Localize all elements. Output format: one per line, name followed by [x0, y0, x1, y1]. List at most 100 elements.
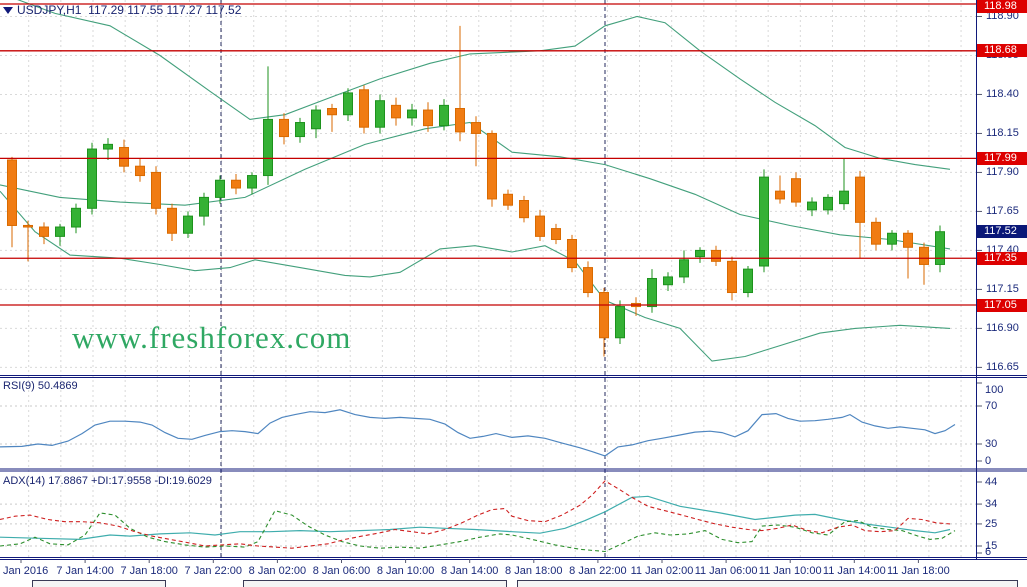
candle-bearish[interactable]: [327, 107, 337, 116]
time-tick-label: 8 Jan 10:00: [376, 565, 435, 577]
candle-bullish[interactable]: [247, 175, 257, 189]
price-tick-label: 117.90: [986, 165, 1019, 178]
minus-di-line: [0, 480, 951, 549]
candle-bullish[interactable]: [839, 190, 849, 205]
chart-ohlc-quotes: 117.29 117.55 117.27 117.52: [88, 3, 242, 17]
candle-bearish[interactable]: [727, 260, 737, 294]
price-tick-label: 116.90: [986, 321, 1019, 334]
rsi-indicator-label: RSI(9) 50.4869: [3, 380, 78, 392]
bottom-tab[interactable]: [32, 580, 166, 587]
candle-bearish[interactable]: [567, 238, 577, 269]
candle-bearish[interactable]: [871, 221, 881, 245]
chart-dropdown-icon: [3, 7, 13, 15]
candle-bearish[interactable]: [903, 232, 913, 248]
candle-bearish[interactable]: [855, 176, 865, 223]
candle-bullish[interactable]: [759, 176, 769, 267]
candle-bearish[interactable]: [487, 132, 497, 200]
bottom-tab[interactable]: [517, 580, 1018, 587]
price-level-tag: 117.05: [977, 298, 1027, 312]
candle-bearish[interactable]: [919, 246, 929, 265]
time-tick-label: 8 Jan 18:00: [505, 565, 563, 577]
candle-bearish[interactable]: [503, 193, 513, 206]
candle-bullish[interactable]: [743, 268, 753, 294]
candle-bearish[interactable]: [551, 228, 561, 240]
time-tick-label: 11 Jan 18:00: [886, 565, 950, 577]
candle-bullish[interactable]: [103, 143, 113, 150]
candle-bearish[interactable]: [423, 109, 433, 127]
candle-bullish[interactable]: [695, 249, 705, 258]
price-tick-label: 118.40: [986, 87, 1019, 100]
candle-bearish[interactable]: [471, 122, 481, 134]
chart-title-bar: USDJPY,H1 117.29 117.55 117.27 117.52: [3, 3, 241, 17]
candle-bullish[interactable]: [663, 276, 673, 286]
candle-bearish[interactable]: [535, 215, 545, 237]
time-tick-label: 8 Jan 02:00: [248, 565, 307, 577]
candle-bullish[interactable]: [823, 196, 833, 211]
candle-bullish[interactable]: [295, 122, 305, 138]
candle-bearish[interactable]: [791, 178, 801, 203]
candle-bullish[interactable]: [199, 196, 209, 217]
candle-bearish[interactable]: [359, 89, 369, 128]
candle-bullish[interactable]: [807, 201, 817, 211]
candle-bearish[interactable]: [455, 107, 465, 133]
adx-tick-label: 44: [985, 476, 998, 488]
candle-bullish[interactable]: [263, 118, 273, 177]
current-price-tag: 117.52: [977, 225, 1027, 239]
plus-di-line: [0, 510, 956, 553]
candle-bullish[interactable]: [87, 148, 97, 209]
candle-bullish[interactable]: [311, 109, 321, 130]
candle-bullish[interactable]: [183, 215, 193, 234]
bottom-tab[interactable]: [243, 580, 507, 587]
price-level-tag: 117.35: [977, 251, 1027, 265]
candle-bearish[interactable]: [599, 292, 609, 339]
time-tick-label: 8 Jan 14:00: [440, 565, 499, 577]
candle-bullish[interactable]: [615, 306, 625, 339]
time-tick-label: 11 Jan 10:00: [758, 565, 822, 577]
price-level-tag: 118.98: [977, 0, 1027, 13]
rsi-tick-label: 30: [985, 438, 998, 450]
candle-bearish[interactable]: [711, 249, 721, 262]
candle-bullish[interactable]: [71, 207, 81, 228]
band-line-middle: [0, 121, 951, 250]
adx-tick-label: 25: [985, 517, 998, 530]
candle-bearish[interactable]: [151, 171, 161, 209]
candle-bullish[interactable]: [215, 179, 225, 198]
candle-bullish[interactable]: [55, 226, 65, 237]
candle-bullish[interactable]: [375, 100, 385, 128]
candle-bearish[interactable]: [23, 224, 33, 228]
candle-bullish[interactable]: [679, 259, 689, 278]
candle-bullish[interactable]: [407, 109, 417, 119]
time-tick-label: 7 Jan 18:00: [120, 565, 178, 577]
candle-bearish[interactable]: [119, 146, 129, 167]
candle-bullish[interactable]: [439, 104, 449, 127]
band-line-lower: [0, 190, 951, 362]
candle-bearish[interactable]: [7, 159, 17, 226]
candle-bearish[interactable]: [391, 104, 401, 119]
adx-tick-label: 6: [985, 546, 992, 558]
candle-bearish[interactable]: [231, 179, 241, 189]
candle-bearish[interactable]: [135, 165, 145, 177]
adx-tick-label: 34: [985, 498, 998, 511]
price-tick-label: 118.15: [986, 126, 1019, 139]
candle-bullish[interactable]: [935, 231, 945, 265]
price-tick-label: 116.65: [986, 360, 1019, 373]
candle-bearish[interactable]: [167, 207, 177, 234]
candle-bullish[interactable]: [343, 92, 353, 116]
candle-bearish[interactable]: [519, 200, 529, 219]
time-tick-label: 7 Jan 22:00: [184, 565, 243, 577]
candle-bearish[interactable]: [775, 190, 785, 200]
broker-watermark: www.freshforex.com: [72, 320, 352, 355]
candle-bullish[interactable]: [887, 232, 897, 245]
price-tick-label: 117.65: [986, 204, 1019, 217]
candle-bearish[interactable]: [39, 226, 49, 237]
price-level-tag: 117.99: [977, 151, 1027, 165]
candle-bearish[interactable]: [279, 118, 289, 138]
adx-indicator-label: ADX(14) 17.8867 +DI:17.9558 -DI:19.6029: [3, 475, 212, 487]
time-tick-label: 11 Jan 02:00: [630, 565, 694, 577]
time-tick-label: 8 Jan 06:00: [312, 565, 371, 577]
candle-bearish[interactable]: [583, 267, 593, 294]
candle-bullish[interactable]: [647, 277, 657, 308]
rsi-tick-label: 100: [985, 384, 1004, 396]
